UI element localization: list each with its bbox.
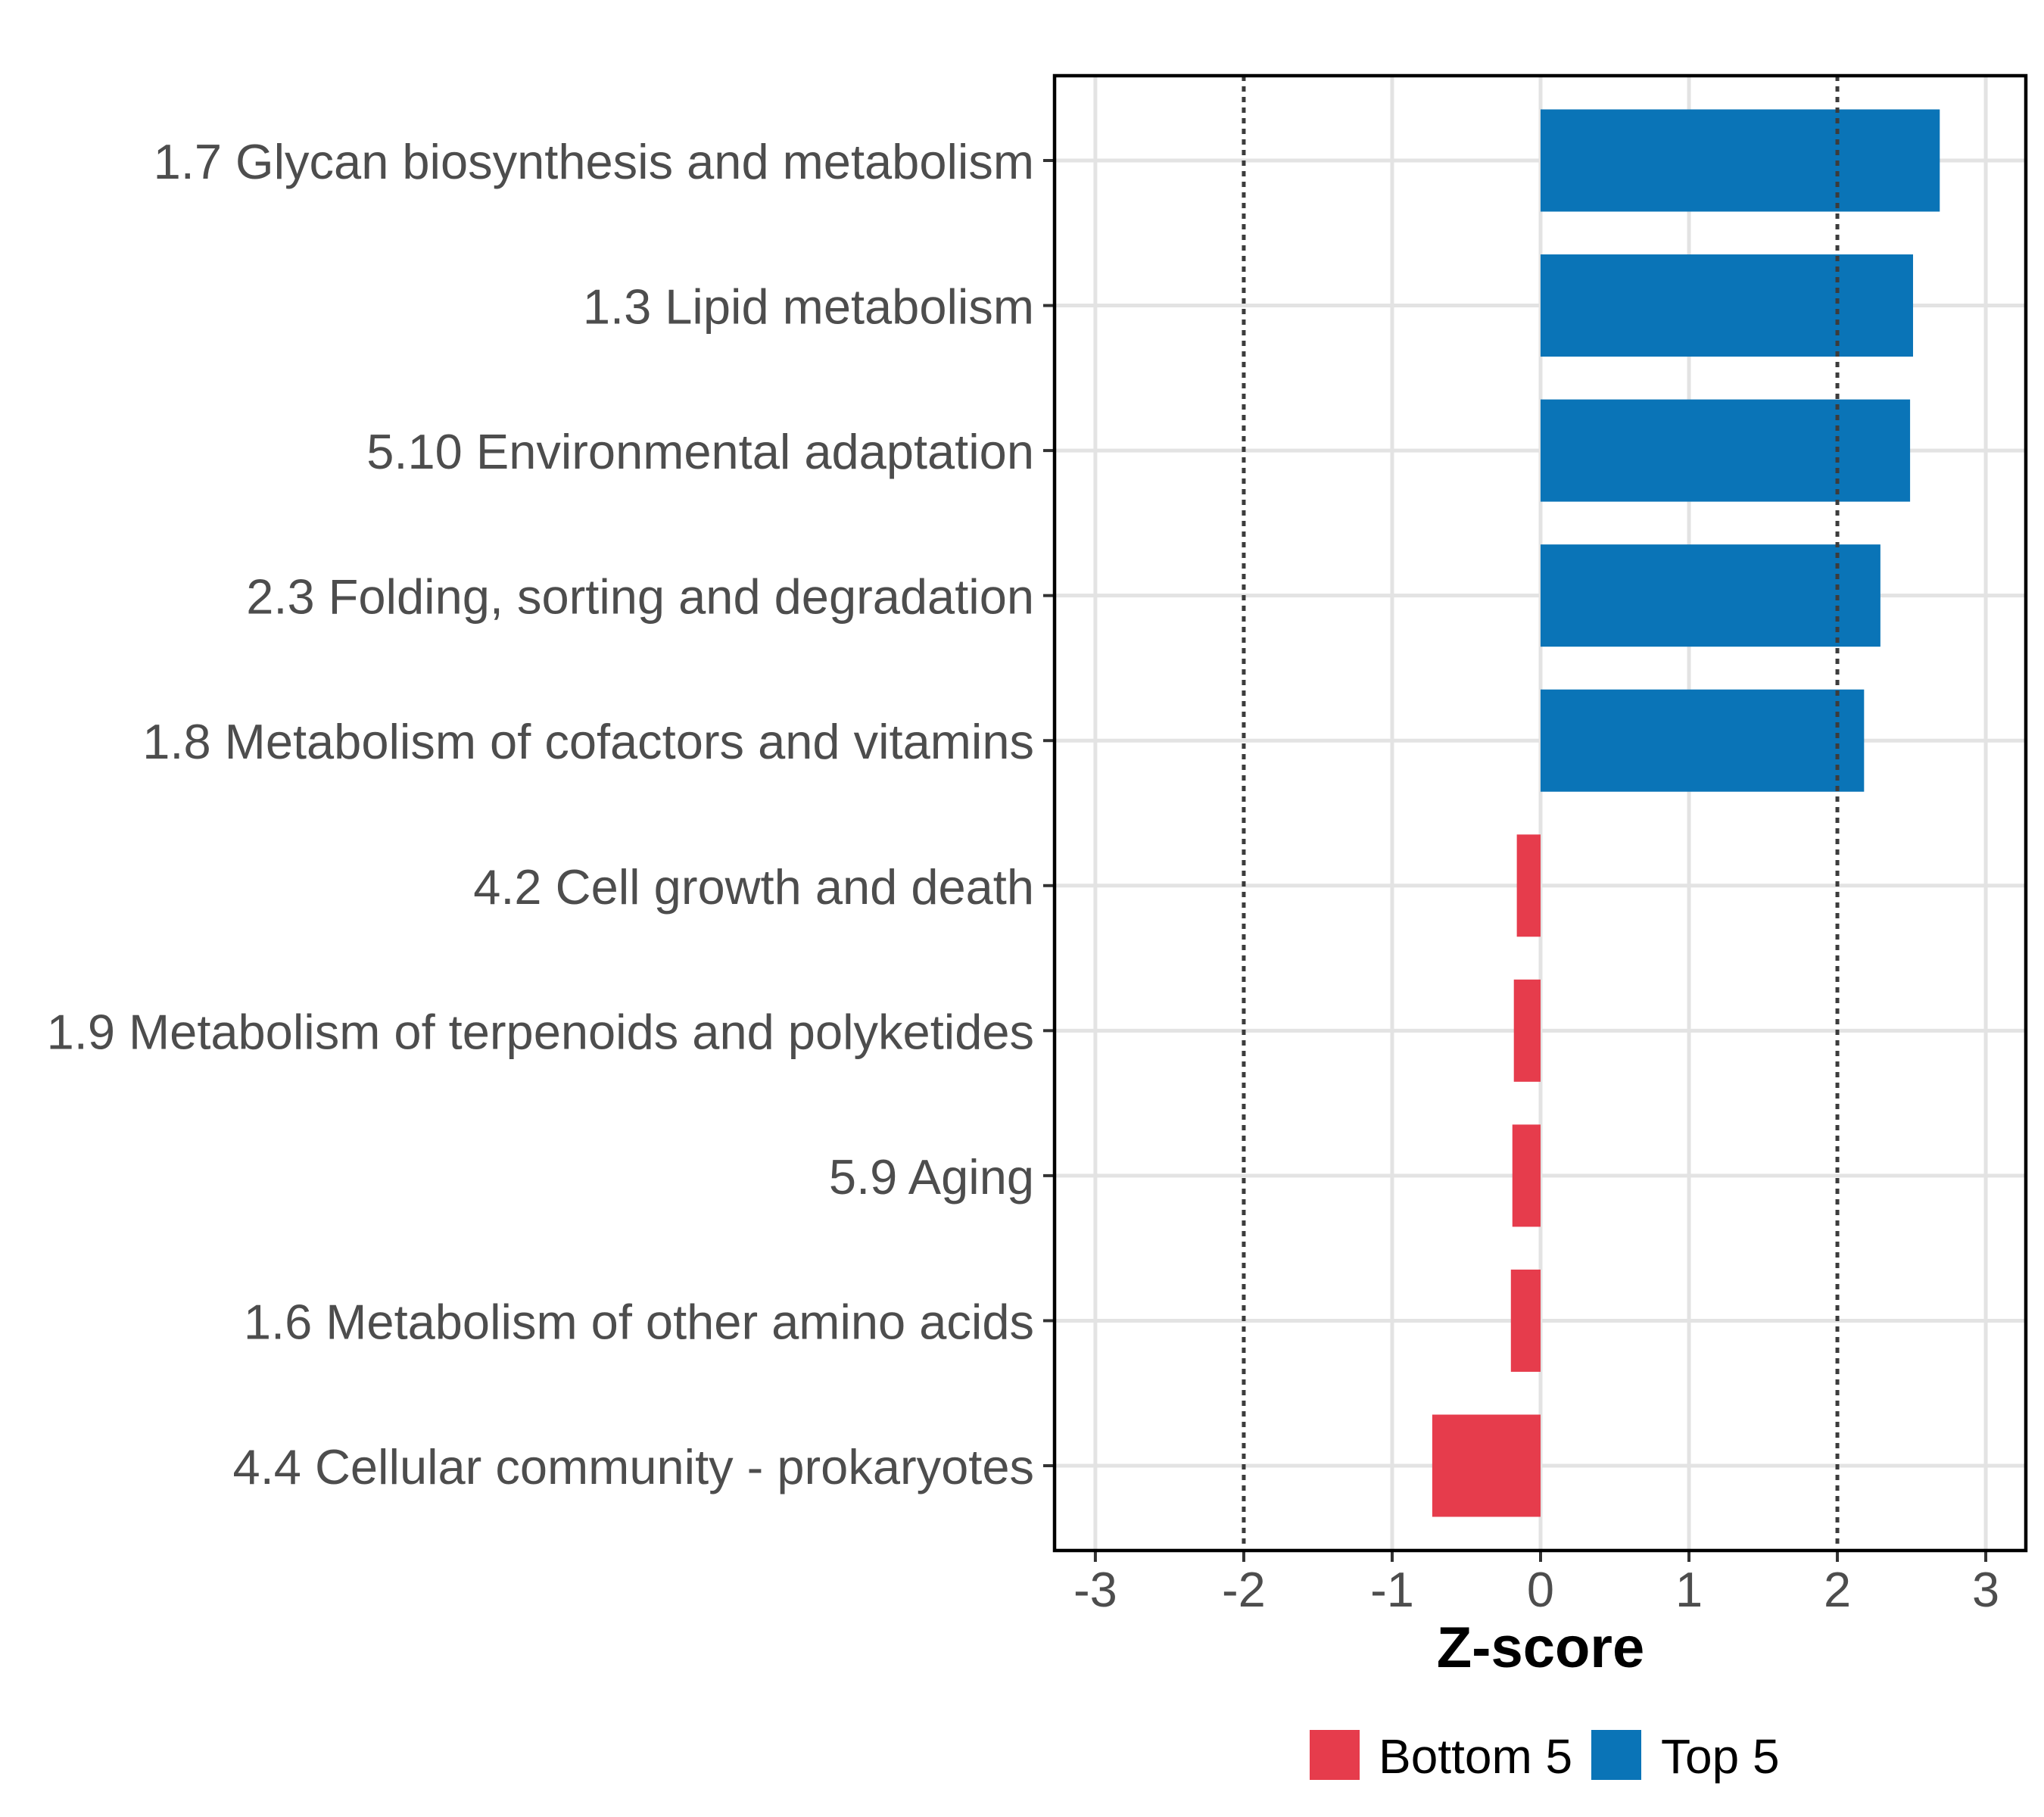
legend-label-top5: Top 5 [1661,1729,1780,1784]
x-tick-label: -1 [1370,1562,1414,1617]
category-label: 4.2 Cell growth and death [473,859,1034,915]
x-tick-label: 2 [1824,1562,1851,1617]
category-label: 5.10 Environmental adaptation [366,424,1034,479]
bar [1540,399,1911,502]
category-label: 1.9 Metabolism of terpenoids and polyket… [47,1004,1034,1059]
legend-swatch-top5 [1591,1730,1641,1780]
x-tick-label: -2 [1222,1562,1266,1617]
chart-generated: -3 -2 -1 0 1 2 3 1.7 Glycan biosynthesis and me… [47,73,2028,1617]
category-label: 1.6 Metabolism of other amino acids [244,1294,1034,1349]
bar [1540,689,1865,792]
legend-label-bottom5: Bottom 5 [1379,1729,1572,1784]
category-label: 4.4 Cellular community - prokaryotes [233,1439,1034,1494]
category-label: 1.7 Glycan biosynthesis and metabolism [154,134,1034,189]
bar [1512,1124,1541,1227]
category-label: 5.9 Aging [829,1149,1034,1205]
bar [1432,1414,1541,1517]
bar [1513,979,1541,1082]
x-tick-label: -3 [1073,1562,1117,1617]
x-tick-label: 3 [1972,1562,1999,1617]
category-label: 1.3 Lipid metabolism [583,279,1034,335]
category-label: 1.8 Metabolism of cofactors and vitamins [142,714,1034,769]
legend: Bottom 5 Top 5 [1310,1729,1780,1784]
bar [1516,834,1541,937]
x-tick-label: 0 [1527,1562,1554,1617]
x-axis-title: Z-score [1437,1616,1645,1680]
bar [1540,109,1940,212]
bar [1510,1269,1541,1372]
legend-swatch-bottom5 [1310,1730,1360,1780]
category-label: 2.3 Folding, sorting and degradation [246,569,1034,625]
x-tick-label: 1 [1675,1562,1703,1617]
bar [1540,544,1880,647]
bar [1540,254,1914,357]
panel-border [1052,73,2028,1553]
